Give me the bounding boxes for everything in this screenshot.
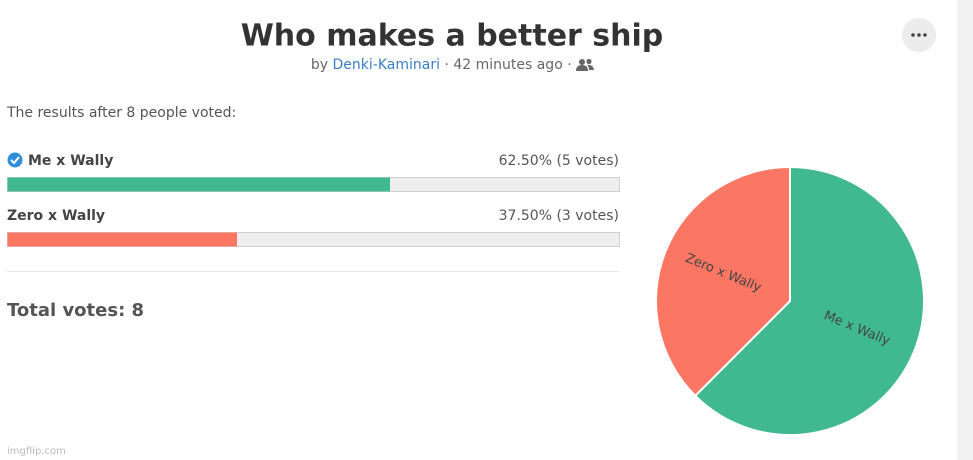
watermark: imgflip.com (7, 446, 66, 457)
author-link[interactable]: Denki-Kaminari (332, 57, 440, 73)
winner-check (7, 152, 23, 168)
option-name: Me x Wally (28, 153, 113, 169)
menu-button[interactable] (902, 18, 936, 52)
pie-slice (655, 165, 791, 398)
poll-title: Who makes a better ship (241, 19, 664, 54)
menu-dot (917, 33, 921, 37)
menu-dot (911, 33, 915, 37)
bar (7, 177, 390, 192)
pie-slice (693, 165, 925, 436)
byline-prefix: by (310, 57, 329, 73)
bar (7, 232, 237, 247)
group-icon (576, 58, 595, 71)
option-name: Zero x Wally (7, 208, 105, 224)
menu-dot (923, 33, 927, 37)
option-result: 37.50% (3 votes) (499, 208, 619, 224)
scroll-strip (957, 0, 973, 460)
option-result: 62.50% (5 votes) (499, 153, 619, 169)
results-intro: The results after 8 people voted: (6, 105, 236, 121)
byline-time: · 42 minutes ago · (444, 57, 572, 73)
total-votes: Total votes: 8 (7, 300, 144, 321)
byline: by Denki-Kaminari · 42 minutes ago · (0, 57, 905, 73)
winner-check-mark (10, 156, 20, 165)
